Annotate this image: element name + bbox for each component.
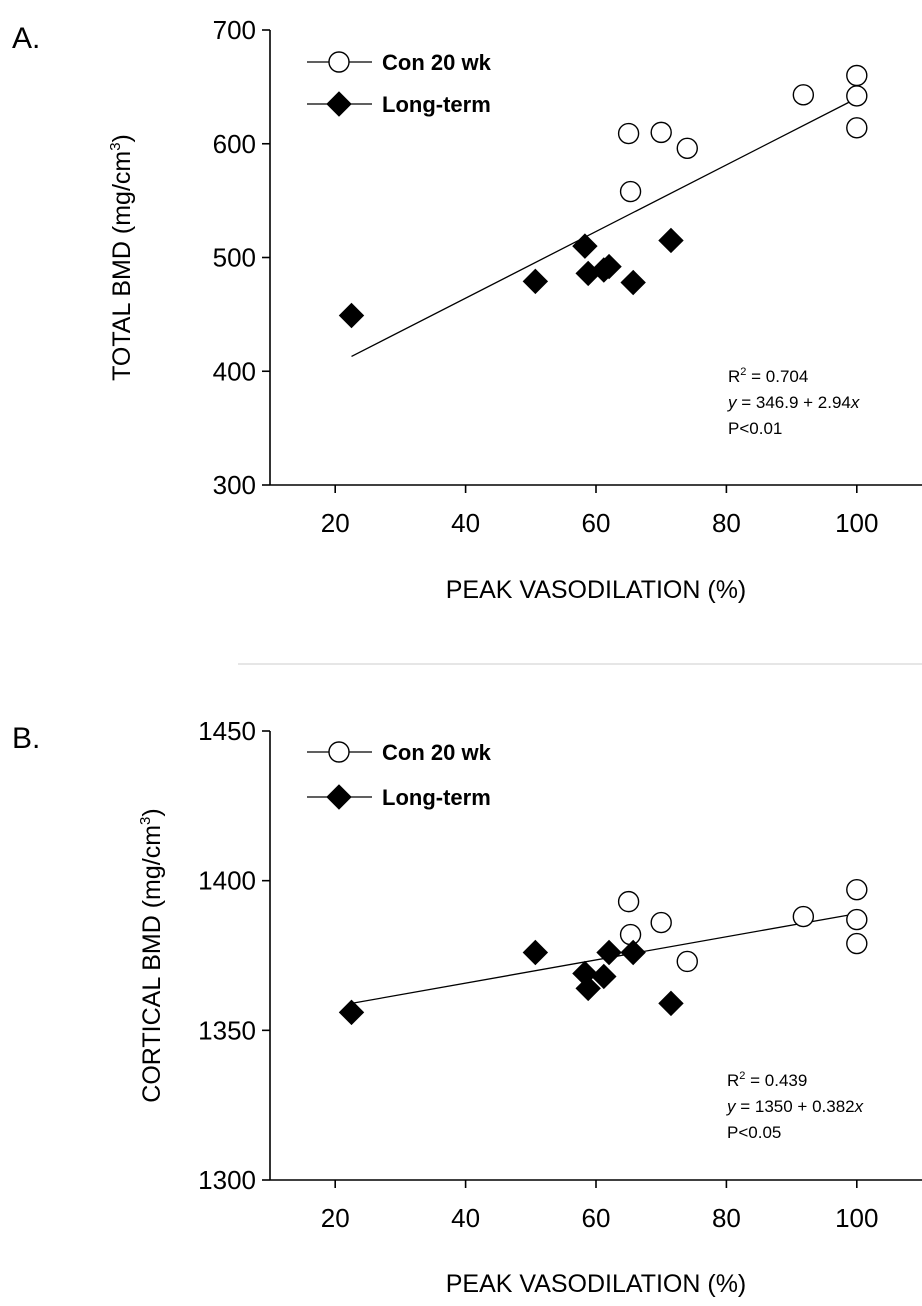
panel-label: A.: [12, 22, 40, 55]
con-20wk-point: [650, 121, 672, 144]
long-term-point: [620, 939, 646, 966]
con-20wk-point: [792, 84, 815, 106]
panel-a: A. 300 400 500 600 700 20 40 60 80 100 PEAK VASODIL…: [12, 15, 922, 604]
x-tick-label: 80: [712, 508, 741, 538]
long-term-point: [591, 963, 617, 990]
x-axis-title: PEAK VASODILATION (%): [446, 576, 747, 604]
y-tick-label: 1400: [198, 866, 256, 896]
regression-equation: y = 1350 + 0.382x: [726, 1097, 864, 1116]
legend-circle-marker: [328, 51, 350, 73]
long-term-point: [620, 269, 646, 296]
panel-b: B. 1300 1350 1400 1450 20 40 60 80 100 PEAK VASODI…: [12, 716, 922, 1298]
long-term-point: [522, 268, 549, 295]
y-tick-label: 1450: [198, 716, 256, 746]
con-20wk-point: [619, 923, 642, 946]
long-term-point: [575, 975, 601, 1002]
r-squared-text: R2 = 0.439: [727, 1070, 807, 1090]
long-term-point: [338, 302, 365, 329]
p-value-text: P<0.05: [727, 1123, 781, 1142]
panel-label: B.: [12, 722, 40, 755]
con-20wk-point: [676, 950, 698, 973]
con-20wk-point: [617, 890, 640, 913]
con-20wk-point: [846, 117, 868, 139]
x-tick-label: 100: [835, 508, 878, 538]
y-axis-title: TOTAL BMD (mg/cm3): [107, 134, 136, 381]
legend-label: Long-term: [382, 92, 491, 117]
x-axis-title: PEAK VASODILATION (%): [446, 1270, 747, 1298]
x-tick-label: 60: [582, 508, 611, 538]
con-20wk-point: [846, 64, 868, 87]
con-20wk-point: [619, 180, 642, 203]
con-20wk-point: [846, 932, 868, 955]
con-20wk-point: [676, 137, 698, 160]
x-tick-label: 80: [712, 1203, 741, 1233]
p-value-text: P<0.01: [728, 419, 782, 438]
long-term-point: [338, 999, 365, 1026]
long-term-point: [658, 990, 684, 1017]
x-tick-label: 60: [582, 1203, 611, 1233]
long-term-point: [658, 227, 684, 254]
y-tick-label: 1300: [198, 1165, 256, 1195]
x-tick-label: 100: [835, 1203, 878, 1233]
con-20wk-point: [650, 911, 672, 934]
y-tick-label: 600: [213, 129, 256, 159]
long-term-point: [596, 253, 622, 280]
con-20wk-point: [846, 85, 868, 107]
r-squared-text: R2 = 0.704: [728, 366, 808, 386]
long-term-point: [596, 939, 622, 966]
y-tick-label: 700: [213, 15, 256, 45]
legend-circle-marker: [328, 741, 350, 763]
y-tick-label: 500: [213, 243, 256, 273]
con-20wk-point: [617, 122, 640, 145]
legend-label: Con 20 wk: [382, 50, 492, 75]
y-tick-label: 1350: [198, 1015, 256, 1045]
x-tick-label: 20: [321, 1203, 350, 1233]
y-tick-label: 400: [213, 356, 256, 386]
con-20wk-point: [792, 905, 815, 928]
x-tick-label: 40: [451, 1203, 480, 1233]
con-20wk-point: [846, 908, 868, 931]
y-axis-title: CORTICAL BMD (mg/cm3): [137, 808, 166, 1102]
regression-equation: y = 346.9 + 2.94x: [727, 393, 860, 412]
y-tick-label: 300: [213, 470, 256, 500]
x-tick-label: 20: [321, 508, 350, 538]
con-20wk-point: [846, 878, 868, 901]
legend-diamond-marker: [326, 91, 352, 117]
x-tick-label: 40: [451, 508, 480, 538]
long-term-point: [522, 939, 549, 966]
long-term-point: [572, 233, 598, 259]
regression-line: [351, 97, 858, 358]
legend-label: Long-term: [382, 785, 491, 810]
legend-label: Con 20 wk: [382, 740, 492, 765]
legend-diamond-marker: [326, 784, 352, 810]
